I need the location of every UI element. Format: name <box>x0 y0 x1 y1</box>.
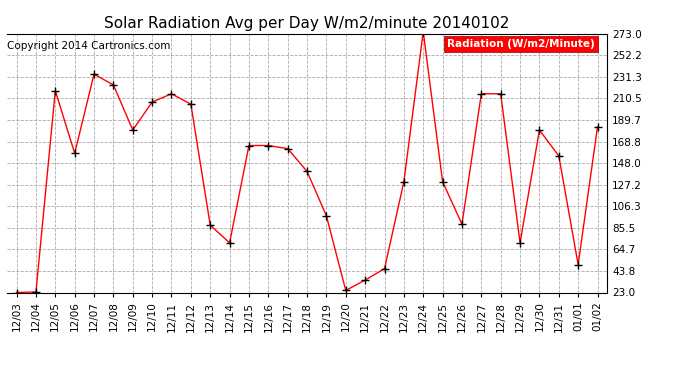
Point <box>224 240 235 246</box>
Point <box>127 127 138 133</box>
Point <box>108 82 119 88</box>
Point <box>359 277 371 283</box>
Point <box>88 71 99 77</box>
Point <box>11 290 22 296</box>
Point <box>379 266 390 272</box>
Point <box>146 99 157 105</box>
Point <box>50 88 61 94</box>
Point <box>553 153 564 159</box>
Point <box>263 142 274 148</box>
Point <box>592 124 603 130</box>
Title: Solar Radiation Avg per Day W/m2/minute 20140102: Solar Radiation Avg per Day W/m2/minute … <box>104 16 510 31</box>
Text: Radiation (W/m2/Minute): Radiation (W/m2/Minute) <box>447 39 595 49</box>
Point <box>457 221 468 227</box>
Point <box>321 213 332 219</box>
Point <box>495 91 506 97</box>
Point <box>476 91 487 97</box>
Point <box>244 142 255 148</box>
Point <box>282 146 293 152</box>
Point <box>205 222 216 228</box>
Point <box>437 179 448 185</box>
Text: Copyright 2014 Cartronics.com: Copyright 2014 Cartronics.com <box>7 41 170 51</box>
Point <box>515 240 526 246</box>
Point <box>573 261 584 267</box>
Point <box>340 287 351 293</box>
Point <box>302 168 313 174</box>
Point <box>417 28 428 34</box>
Point <box>534 127 545 133</box>
Point <box>30 289 41 295</box>
Point <box>186 101 197 107</box>
Point <box>398 179 409 185</box>
Point <box>69 150 80 156</box>
Point <box>166 91 177 97</box>
